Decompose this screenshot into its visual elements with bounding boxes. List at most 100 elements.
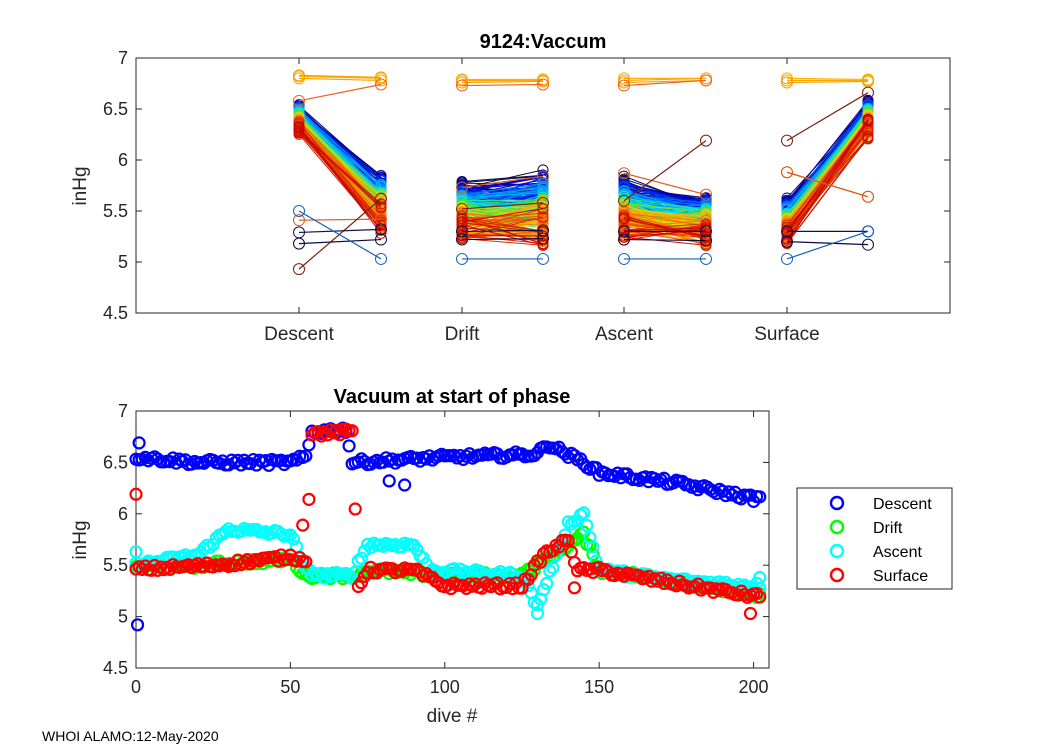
scatter-point-surface [354,576,369,590]
top-series-segment [461,174,544,183]
scatter-point-descent [666,476,680,490]
top-series-segment [298,127,382,231]
scatter-point-descent [753,490,767,504]
scatter-point-surface [657,576,671,591]
scatter-point-descent [184,457,199,471]
top-series-segment [461,208,544,232]
scatter-point-ascent [459,565,473,579]
scatter-point-ascent [586,540,600,554]
scatter-point-surface [345,424,359,438]
top-highlight-segment [298,218,382,221]
scatter-point-descent [450,451,464,465]
top-y-ticks: 4.5 5 5.5 6 6.5 7 [103,48,950,323]
top-series-segment [623,214,707,227]
scatter-point-descent [648,472,662,486]
top-highlight-marker [700,252,712,265]
top-highlight-segment [298,83,382,102]
scatter-point-ascent [320,567,335,581]
top-series-segment [461,198,544,206]
top-series-marker [700,222,712,234]
scatter-outlier-ascent [753,570,767,585]
top-y-tick-label: 4.5 [103,303,128,323]
top-series-lines [293,94,874,252]
scatter-outlier-surface [296,518,310,532]
scatter-point-descent [592,468,606,482]
top-highlight-marker [781,252,793,265]
top-highlight-segment [623,140,707,202]
scatter-outlier-descent [130,618,145,632]
scatter-outlier-descent [132,436,146,450]
scatter-point-surface [237,555,251,569]
scatter-point-surface [299,555,313,569]
top-highlight-marker [456,233,468,246]
scatter-point-surface [348,502,362,516]
top-highlight-marker [700,225,712,238]
top-series-segment [461,187,544,197]
legend-box [796,487,953,590]
top-highlight-segment [786,241,869,246]
top-series-segment [461,182,544,190]
top-series-segment [623,213,707,222]
scatter-point-surface [222,559,236,574]
top-series-segment [461,224,544,246]
top-highlight-marker [781,76,793,89]
top-highlight-marker [537,232,549,245]
top-series-segment [623,236,707,246]
scatter-point-ascent [203,540,217,555]
top-series-segment [298,108,382,180]
top-series-segment [298,121,382,195]
scatter-point-ascent [360,537,375,551]
scatter-point-descent [138,450,152,465]
top-series-segment [461,208,544,223]
top-y-tick-label: 5 [118,252,128,272]
legend-label-surface: Surface [873,568,928,585]
scatter-point-surface [632,569,646,583]
top-series-marker [700,231,712,243]
top-y-tick-label: 5.5 [103,201,128,221]
top-chart-title: 9124:Vaccum [480,31,607,53]
top-highlight-marker [456,181,468,194]
scatter-point-surface [750,586,764,601]
scatter-point-surface [302,492,316,506]
scatter-point-descent [342,439,356,453]
top-highlight-marker [293,69,305,82]
top-highlight-marker [456,79,468,92]
top-highlight-segment [298,74,382,78]
scatter-point-ascent [410,543,424,557]
top-highlight-marker [537,78,549,91]
top-highlight-segment [623,77,707,82]
top-highlight-marker [375,71,387,84]
top-series-marker [293,122,305,134]
scatter-point-ascent [286,532,301,546]
top-highlight-segment [298,77,382,82]
top-series-marker [862,117,874,129]
top-series-segment [623,197,707,211]
top-series-segment [786,102,869,202]
top-series-marker [456,219,468,231]
scatter-outlier-ascent [530,606,545,621]
top-series-segment [461,192,544,199]
top-series-segment [623,192,707,208]
bottom-y-tick-label: 5 [118,607,128,627]
top-series-marker [618,213,630,225]
scatter-point-ascent [376,539,390,553]
scatter-outlier-descent [382,474,396,488]
scatter-point-ascent [259,525,273,539]
top-series-segment [623,227,707,232]
top-highlight-marker [618,194,630,207]
top-series-marker [862,130,874,142]
top-highlight-marker [862,225,874,238]
scatter-point-ascent [342,568,356,582]
scatter-point-surface [583,562,597,576]
top-highlight-segment [298,228,382,234]
bottom-x-tick-label: 50 [280,677,300,697]
top-highlight-segment [786,80,869,84]
top-highlight-segment [461,83,544,87]
scatter-point-ascent [206,537,220,552]
scatter-point-surface [394,564,409,578]
top-series-segment [461,182,544,196]
scatter-point-surface [317,425,331,440]
top-series-segment [461,175,544,184]
top-highlight-marker [618,252,630,265]
